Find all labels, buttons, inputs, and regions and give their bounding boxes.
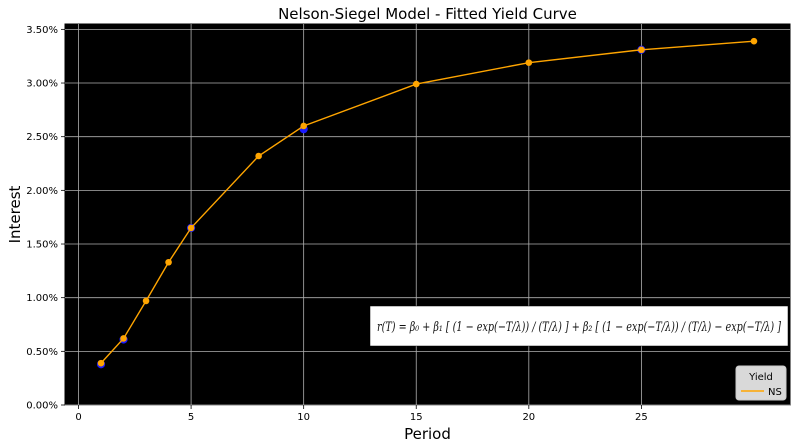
y-tick-label: 0.50%: [26, 347, 58, 358]
series-point: [412, 80, 420, 88]
series-point: [525, 59, 533, 66]
series-point: [165, 258, 172, 266]
y-tick-label: 0.00%: [26, 401, 58, 412]
x-tick-label: 15: [410, 412, 423, 423]
x-tick-label: 20: [522, 412, 535, 423]
y-tick-label: 2.00%: [26, 186, 58, 197]
x-tick-label: 25: [635, 412, 648, 423]
series-point: [120, 335, 127, 342]
series-point: [255, 152, 262, 160]
y-axis-label: Interest: [6, 185, 24, 243]
legend-label-ns: NS: [768, 387, 782, 398]
y-tick-label: 3.50%: [26, 25, 58, 36]
formula-background: [369, 305, 789, 347]
y-tick-label: 1.00%: [26, 293, 58, 304]
y-tick-label: 1.50%: [26, 240, 58, 251]
series-point: [142, 297, 150, 305]
formula-text: r(T) = β₀ + β₁ [ (1 − exp(−T/λ)) / (T/λ)…: [377, 320, 782, 335]
grid-lines: [65, 24, 790, 406]
chart-title: Nelson-Siegel Model - Fitted Yield Curve: [278, 5, 577, 23]
series-point: [97, 359, 105, 367]
legend-title: Yield: [748, 372, 773, 383]
series-layer: [96, 37, 758, 369]
y-tick-label: 3.00%: [26, 79, 58, 90]
series-point: [187, 224, 195, 232]
legend: Yield NS: [735, 365, 787, 401]
series-point: [300, 122, 307, 130]
plot-area: [64, 23, 791, 406]
y-tick-label: 2.50%: [26, 132, 58, 143]
series-point: [750, 37, 758, 45]
series-point: [638, 46, 645, 54]
x-axis-label: Period: [404, 425, 451, 443]
y-axis-ticks: 0.00% 0.50% 1.00% 1.50% 2.00% 2.50% 3.00% 3.50%: [26, 25, 65, 412]
x-tick-label: 0: [75, 412, 81, 423]
x-tick-label: 5: [188, 412, 194, 423]
formula-annotation: r(T) = β₀ + β₁ [ (1 − exp(−T/λ)) / (T/λ)…: [369, 305, 789, 347]
x-axis-ticks: 0 5 10 15 20 25: [75, 405, 648, 423]
x-tick-label: 10: [297, 412, 310, 423]
